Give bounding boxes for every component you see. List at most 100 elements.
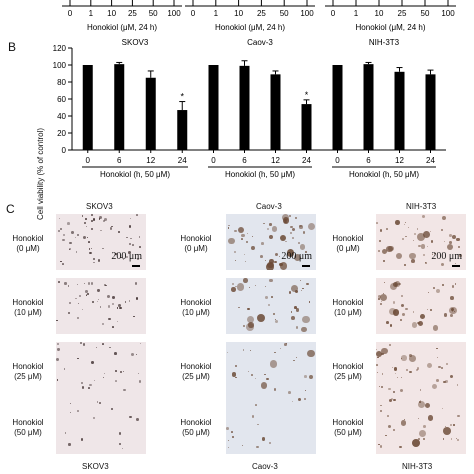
colony-dot — [100, 229, 102, 232]
colony-dot — [392, 428, 396, 432]
colony-dot — [432, 325, 439, 331]
row-label-name: Honokiol — [12, 298, 44, 307]
colony-dot — [442, 407, 444, 409]
colony-dot — [412, 439, 420, 448]
colony-dot — [264, 260, 266, 262]
row-label-name: Honokiol — [12, 418, 44, 427]
colony-dot — [298, 242, 301, 245]
colony-dot — [395, 253, 402, 260]
top-tick-label: 0 — [68, 9, 73, 18]
colony-dot — [294, 290, 299, 294]
colony-dot — [457, 415, 460, 418]
bar — [363, 64, 374, 150]
colony-dot — [234, 250, 237, 253]
colony-dot — [269, 360, 278, 369]
colony-dot — [131, 353, 134, 357]
colony-dot — [231, 431, 233, 433]
colony-dot — [419, 401, 421, 403]
scale-bar-label: 200 μm — [111, 251, 142, 262]
colony-dot — [269, 223, 272, 226]
colony-dot — [93, 258, 96, 261]
colony-dot — [400, 358, 403, 360]
colony-micrograph — [226, 278, 316, 334]
colony-dot — [70, 411, 72, 414]
micrograph-column-title: NIH-3T3 — [406, 202, 437, 211]
colony-dot — [456, 384, 458, 386]
colony-dot — [111, 302, 114, 305]
colony-micrograph: 200 μm — [376, 214, 466, 270]
colony-dot — [235, 285, 237, 288]
colony-dot — [83, 283, 85, 285]
colony-dot — [381, 248, 387, 255]
colony-dot — [307, 222, 316, 231]
colony-dot — [88, 251, 92, 254]
colony-dot — [227, 439, 230, 442]
colony-dot — [376, 351, 383, 358]
colony-dot — [118, 432, 122, 435]
top-caption: Honokiol (μM, 24 h) — [215, 23, 285, 32]
colony-dot — [377, 356, 379, 359]
colony-dot — [129, 415, 132, 419]
colony-dot — [228, 237, 235, 245]
colony-dot — [240, 237, 243, 240]
x-axis-caption: Honokiol (h, 50 μM) — [100, 170, 170, 179]
colony-dot — [404, 307, 408, 311]
colony-dot — [422, 231, 430, 238]
colony-dot — [129, 225, 132, 228]
colony-dot — [295, 357, 297, 359]
colony-dot — [124, 301, 127, 303]
colony-dot — [259, 255, 263, 259]
colony-dot — [401, 303, 405, 307]
colony-dot — [103, 219, 106, 222]
colony-dot — [252, 235, 254, 237]
colony-dot — [87, 292, 90, 296]
x-tick-label: 0 — [211, 156, 216, 165]
colony-dot — [108, 346, 111, 349]
colony-dot — [248, 287, 251, 289]
colony-dot — [99, 215, 103, 219]
colony-dot — [401, 237, 404, 240]
colony-dot — [416, 228, 419, 230]
colony-dot — [122, 258, 124, 261]
colony-dot — [234, 260, 236, 262]
colony-dot — [282, 216, 290, 224]
colony-dot — [79, 295, 82, 298]
colony-dot — [82, 343, 86, 346]
colony-dot — [85, 225, 87, 227]
colony-dot — [77, 302, 79, 304]
colony-dot — [89, 248, 91, 250]
row-dose-label: Honokiol (25 μM) — [170, 362, 222, 382]
colony-dot — [380, 386, 383, 389]
colony-dot — [62, 238, 65, 242]
colony-micrograph — [56, 398, 146, 454]
colony-dot — [411, 322, 417, 328]
colony-dot — [441, 284, 444, 287]
colony-dot — [226, 351, 229, 354]
colony-dot — [422, 254, 425, 257]
colony-dot — [418, 401, 426, 409]
colony-dot — [403, 223, 406, 225]
colony-dot — [90, 228, 93, 231]
colony-dot — [232, 436, 234, 438]
colony-dot — [428, 292, 430, 294]
colony-dot — [440, 366, 443, 369]
top-tick-label: 10 — [107, 9, 116, 18]
colony-dot — [394, 281, 400, 287]
colony-dot — [135, 354, 138, 356]
colony-dot — [117, 320, 119, 322]
colony-dot — [139, 342, 142, 345]
row-dose-label: Honokiol (0 μM) — [322, 234, 374, 254]
colony-dot — [449, 374, 453, 378]
colony-dot — [308, 301, 311, 303]
colony-dot — [301, 289, 303, 292]
colony-dot — [405, 368, 409, 372]
colony-dot — [380, 404, 382, 407]
colony-dot — [308, 374, 314, 379]
colony-dot — [379, 444, 383, 448]
colony-dot — [419, 389, 422, 392]
colony-dot — [388, 245, 394, 252]
bar — [145, 77, 156, 150]
colony-dot — [80, 381, 84, 385]
colony-dot — [430, 231, 432, 233]
colony-dot — [290, 311, 293, 313]
